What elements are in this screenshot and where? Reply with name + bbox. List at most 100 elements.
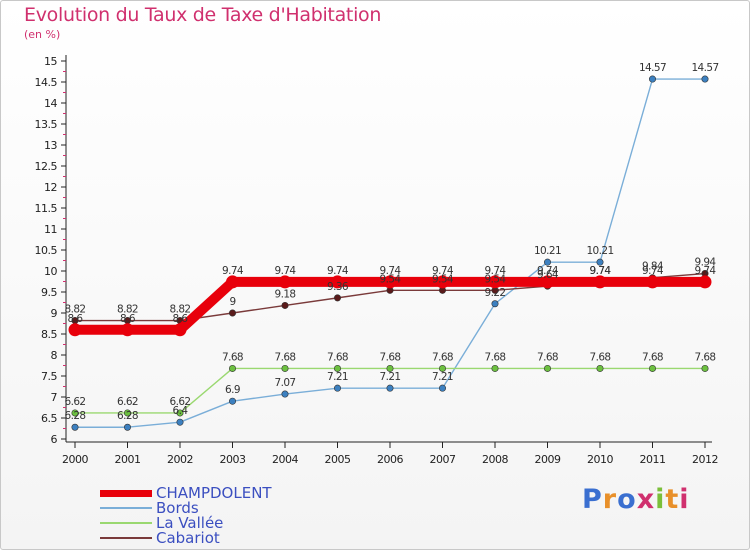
y-tick-label: 13.5 (35, 118, 58, 131)
data-label: 9.54 (485, 273, 507, 285)
data-point (176, 418, 184, 426)
data-label: 7.68 (222, 351, 243, 363)
legend-swatch (100, 537, 152, 539)
y-tick-label: 12.5 (35, 160, 58, 173)
data-point (596, 258, 604, 266)
data-point (543, 258, 551, 266)
data-point (173, 323, 187, 337)
data-label: 6.28 (65, 410, 86, 422)
legend-swatch (100, 507, 152, 509)
x-tick-label: 2005 (325, 453, 351, 466)
data-label: 14.57 (639, 62, 666, 74)
data-label: 14.57 (691, 62, 718, 74)
y-tick-label: 14 (44, 97, 57, 110)
proxiti-logo: Proxiti (582, 484, 690, 515)
data-point (333, 384, 341, 392)
data-label: 9.74 (695, 265, 717, 277)
data-label: 9.74 (327, 265, 349, 277)
data-label: 9.84 (642, 261, 664, 273)
legend-swatch (100, 489, 152, 497)
data-label: 9.74 (485, 265, 507, 277)
data-label: 7.68 (432, 351, 453, 363)
data-label: 9.74 (537, 265, 559, 277)
data-label: 9.74 (222, 265, 244, 277)
x-tick-label: 2003 (220, 453, 246, 466)
data-label: 6.28 (117, 410, 138, 422)
y-tick-label: 13 (44, 139, 57, 152)
data-label: 7.68 (537, 351, 558, 363)
legend-label: Cabariot (156, 529, 220, 547)
data-label: 9.94 (695, 257, 717, 269)
data-label: 9.74 (642, 265, 664, 277)
chart-unit: (en %) (24, 28, 61, 41)
data-label: 8.6 (173, 313, 189, 325)
data-point (176, 409, 184, 417)
data-point (333, 294, 341, 302)
data-label: 7.21 (327, 371, 348, 383)
data-point (124, 409, 132, 417)
data-label: 9 (229, 296, 235, 308)
logo-letter: r (602, 484, 618, 515)
logo-letter: i (655, 484, 666, 515)
data-point (124, 423, 132, 431)
y-tick-label: 11.5 (35, 202, 58, 215)
data-point (543, 364, 551, 372)
data-label: 9.64 (537, 269, 559, 281)
x-tick-label: 2002 (167, 453, 193, 466)
data-label: 7.68 (327, 351, 348, 363)
data-point (491, 300, 499, 308)
logo-letter: i (679, 484, 690, 515)
data-point (226, 275, 239, 289)
data-label: 7.68 (275, 351, 296, 363)
data-label: 7.07 (275, 377, 296, 389)
data-label: 9.74 (590, 265, 612, 277)
data-point (71, 409, 79, 417)
data-label: 8.6 (120, 313, 136, 325)
data-point (701, 75, 709, 83)
data-label: 9.18 (275, 288, 296, 300)
data-label: 9.22 (485, 287, 506, 299)
logo-letter: t (665, 484, 680, 515)
y-tick-label: 10.5 (35, 244, 58, 257)
data-point (436, 275, 449, 289)
y-tick-label: 15 (44, 55, 57, 68)
data-label: 7.68 (642, 351, 663, 363)
data-point (596, 364, 604, 372)
x-tick-label: 2008 (482, 453, 508, 466)
data-point (229, 397, 237, 405)
chart-title: Evolution du Taux de Taxe d'Habitation (24, 4, 382, 26)
data-point (648, 364, 656, 372)
data-label: 9.54 (432, 273, 454, 285)
data-label: 6.4 (173, 405, 189, 417)
data-label: 8.82 (65, 304, 86, 316)
data-point (333, 364, 341, 372)
x-tick-label: 2011 (640, 453, 666, 466)
legend-item-cabariot: Cabariot (100, 530, 220, 546)
legend-label: La Vallée (156, 514, 224, 532)
data-point (229, 364, 237, 372)
data-point (438, 364, 446, 372)
legend-item-champdolent: CHAMPDOLENT (100, 485, 272, 501)
x-tick-label: 2012 (692, 453, 718, 466)
data-point (71, 423, 79, 431)
y-tick-label: 11 (44, 223, 57, 236)
data-point (541, 275, 554, 289)
data-point (68, 323, 82, 337)
data-label: 6.62 (170, 396, 191, 408)
y-tick-label: 7.5 (41, 370, 57, 383)
data-label: 9.74 (432, 265, 454, 277)
data-point (701, 364, 709, 372)
data-point (646, 275, 659, 289)
data-point (281, 364, 289, 372)
y-tick-label: 8.5 (41, 328, 57, 341)
data-label: 7.68 (485, 351, 506, 363)
logo-letter: x (636, 484, 656, 515)
data-label: 9.36 (327, 281, 349, 293)
data-label: 6.62 (65, 396, 86, 408)
data-point (386, 364, 394, 372)
data-point (593, 275, 607, 289)
data-point (438, 384, 446, 392)
data-label: 9.74 (275, 265, 297, 277)
